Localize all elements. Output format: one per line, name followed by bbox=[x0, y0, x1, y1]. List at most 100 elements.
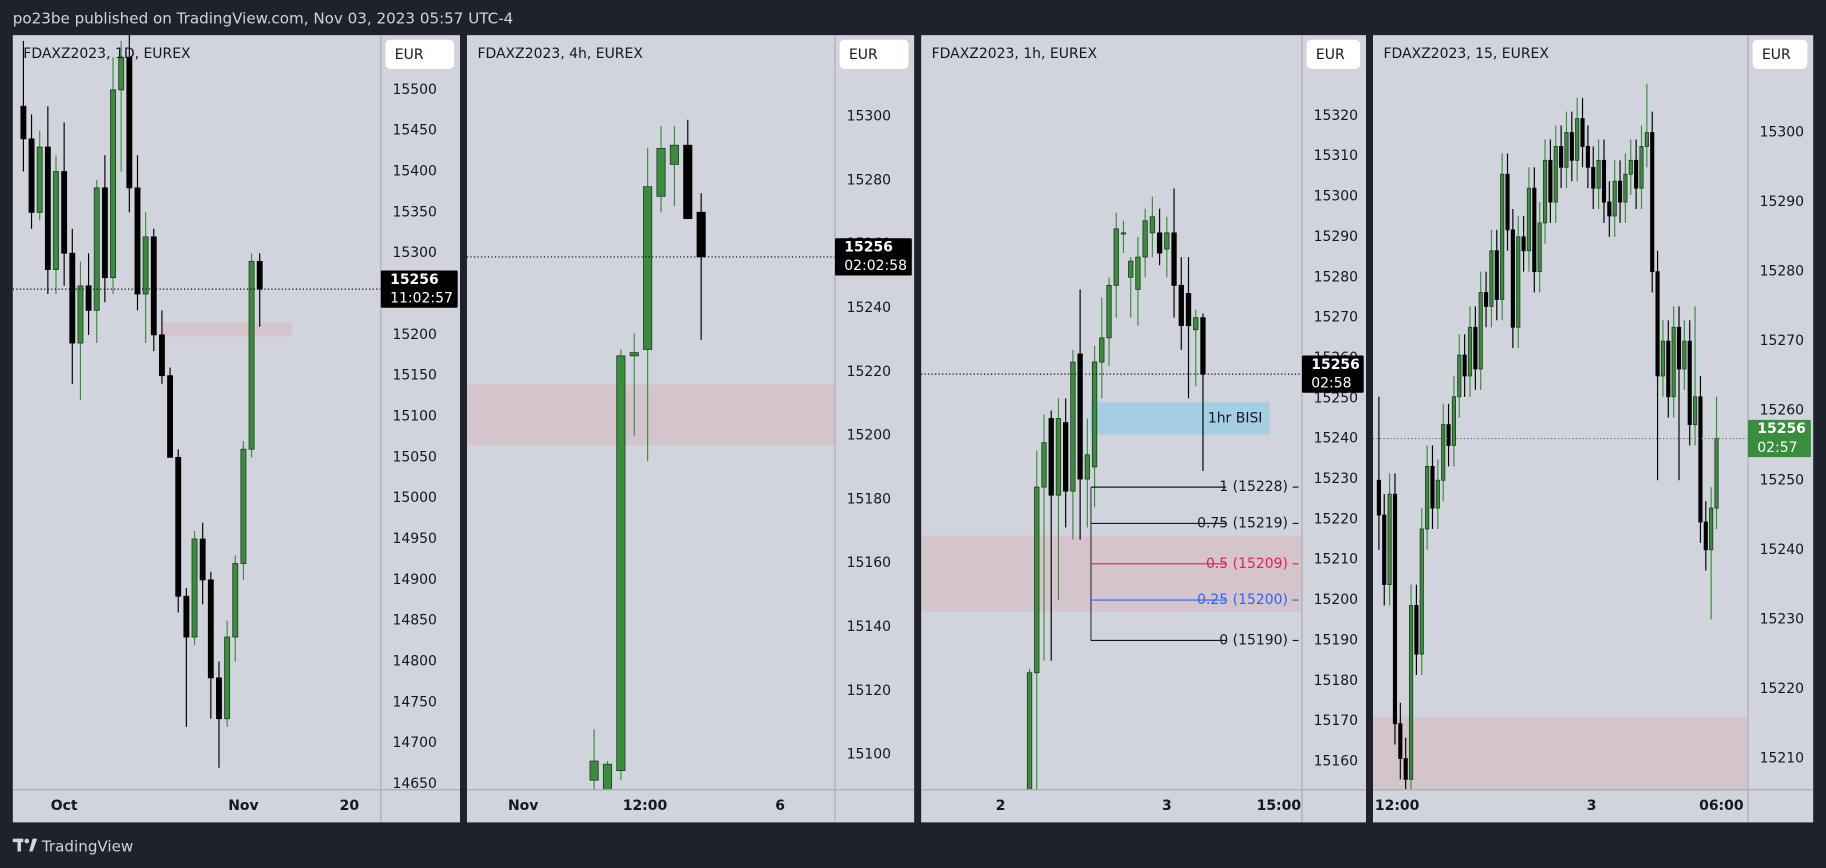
candle-body bbox=[1484, 292, 1489, 307]
last-price-label: 15256 bbox=[1311, 357, 1360, 373]
y-tick-label: 15220 bbox=[1760, 681, 1804, 697]
last-price-box: 15256 11:02:57 bbox=[380, 270, 458, 308]
candle-body bbox=[142, 236, 149, 295]
candle-body bbox=[589, 760, 599, 781]
x-tick-label: 6 bbox=[775, 798, 785, 814]
candle-body bbox=[1128, 260, 1134, 278]
candle-body bbox=[1660, 340, 1665, 377]
currency-button[interactable]: EUR bbox=[1752, 39, 1808, 69]
y-tick-label: 15270 bbox=[1314, 310, 1358, 326]
candle-body bbox=[69, 252, 76, 344]
y-tick-label: 15200 bbox=[392, 327, 436, 343]
y-tick-label: 15500 bbox=[392, 82, 436, 98]
y-tick-label: 15200 bbox=[1314, 592, 1358, 608]
candle-body bbox=[1698, 396, 1703, 523]
y-tick-label: 15230 bbox=[1760, 611, 1804, 627]
candle-body bbox=[616, 355, 626, 772]
candle-body bbox=[207, 579, 214, 679]
candle-body bbox=[1634, 159, 1639, 189]
candle-body bbox=[1521, 236, 1526, 252]
candle-body bbox=[602, 763, 613, 790]
currency-label: EUR bbox=[1762, 47, 1791, 63]
candle-body bbox=[216, 677, 222, 720]
y-tick-label: 15150 bbox=[392, 368, 436, 384]
candle-body bbox=[1467, 326, 1473, 377]
footer-brand[interactable]: TradingView bbox=[41, 837, 133, 855]
candle-body bbox=[1408, 605, 1414, 780]
y-tick-label: 14700 bbox=[392, 735, 436, 751]
candle-body bbox=[1623, 173, 1628, 203]
currency-label: EUR bbox=[849, 47, 878, 63]
countdown-label: 02:58 bbox=[1311, 375, 1351, 391]
y-tick-label: 14900 bbox=[392, 572, 436, 588]
candle-body bbox=[93, 187, 100, 311]
candle-body bbox=[175, 456, 182, 597]
y-tick-label: 15220 bbox=[847, 364, 891, 380]
candle-body bbox=[1607, 201, 1612, 217]
candle-body bbox=[1462, 354, 1467, 377]
last-price-bg bbox=[1301, 355, 1364, 393]
candle-body bbox=[28, 138, 35, 213]
countdown-label: 02:02:58 bbox=[844, 258, 907, 274]
candle-body bbox=[1382, 514, 1387, 586]
candle-body bbox=[1171, 232, 1177, 286]
candle-body bbox=[1430, 465, 1435, 509]
last-price-label: 15256 bbox=[844, 240, 893, 256]
candle-body bbox=[1703, 521, 1708, 551]
candle-body bbox=[1591, 166, 1596, 189]
currency-label: EUR bbox=[1316, 47, 1345, 63]
y-tick-label: 15000 bbox=[392, 490, 436, 506]
candle-body bbox=[1070, 361, 1076, 492]
chart-panel: 15210 15220 15230 15240 15250 15260 15270 15280… bbox=[1372, 35, 1814, 823]
candle-body bbox=[1441, 424, 1446, 481]
y-tick-label: 15140 bbox=[847, 619, 891, 635]
candle-body bbox=[256, 260, 263, 290]
candle-body bbox=[1149, 216, 1156, 234]
x-tick-label: 12:00 bbox=[623, 798, 668, 814]
plot-area bbox=[466, 119, 835, 790]
y-tick-label: 15100 bbox=[847, 747, 891, 763]
y-tick-label: 15310 bbox=[1314, 148, 1358, 164]
candle-body bbox=[1596, 159, 1601, 189]
candle-body bbox=[1516, 236, 1521, 328]
chart-title: FDAXZ2023, 4h, EUREX bbox=[477, 46, 643, 62]
candle-body bbox=[1666, 340, 1671, 398]
price-zone bbox=[921, 535, 1302, 613]
chart-panel: 14650 14700 14750 14800 14850 14900 14950 15000… bbox=[12, 35, 460, 823]
candle-body bbox=[232, 563, 239, 638]
candle-body bbox=[36, 146, 43, 213]
candle-body bbox=[1548, 159, 1553, 203]
candle-body bbox=[1142, 220, 1148, 258]
candle-body bbox=[1041, 442, 1047, 488]
currency-button[interactable]: EUR bbox=[1306, 39, 1361, 69]
y-tick-label: 15320 bbox=[1314, 108, 1358, 124]
last-price-box: 15256 02:57 bbox=[1747, 419, 1811, 458]
panel-background bbox=[12, 35, 460, 823]
chart-panel: 1hr BISI 1 (15228) 0.75 (15219) 0.5 (15209)… bbox=[921, 35, 1367, 823]
y-tick-label: 15210 bbox=[1760, 750, 1804, 766]
currency-button[interactable]: EUR bbox=[839, 39, 909, 69]
candle-body bbox=[1156, 232, 1163, 254]
candle-body bbox=[158, 334, 165, 377]
candle-body bbox=[1494, 250, 1499, 300]
candle-body bbox=[1601, 159, 1607, 203]
y-tick-label: 15270 bbox=[1760, 333, 1804, 349]
y-tick-label: 15180 bbox=[847, 491, 891, 507]
candle-body bbox=[1185, 293, 1192, 327]
y-tick-label: 14750 bbox=[392, 694, 436, 710]
y-tick-label: 15300 bbox=[392, 245, 436, 261]
candle-body bbox=[1106, 284, 1112, 339]
y-tick-label: 15200 bbox=[847, 428, 891, 444]
candle-body bbox=[53, 171, 59, 270]
y-tick-label: 14650 bbox=[392, 776, 436, 792]
currency-button[interactable]: EUR bbox=[385, 39, 455, 69]
last-price-box: 15256 02:58 bbox=[1301, 355, 1364, 393]
candle-body bbox=[629, 352, 639, 357]
candle-body bbox=[110, 89, 116, 279]
candle-body bbox=[1510, 229, 1515, 328]
candle-body bbox=[1553, 146, 1558, 203]
y-tick-label: 15220 bbox=[1314, 511, 1358, 527]
candle-body bbox=[1617, 180, 1623, 203]
candle-body bbox=[1478, 292, 1483, 370]
